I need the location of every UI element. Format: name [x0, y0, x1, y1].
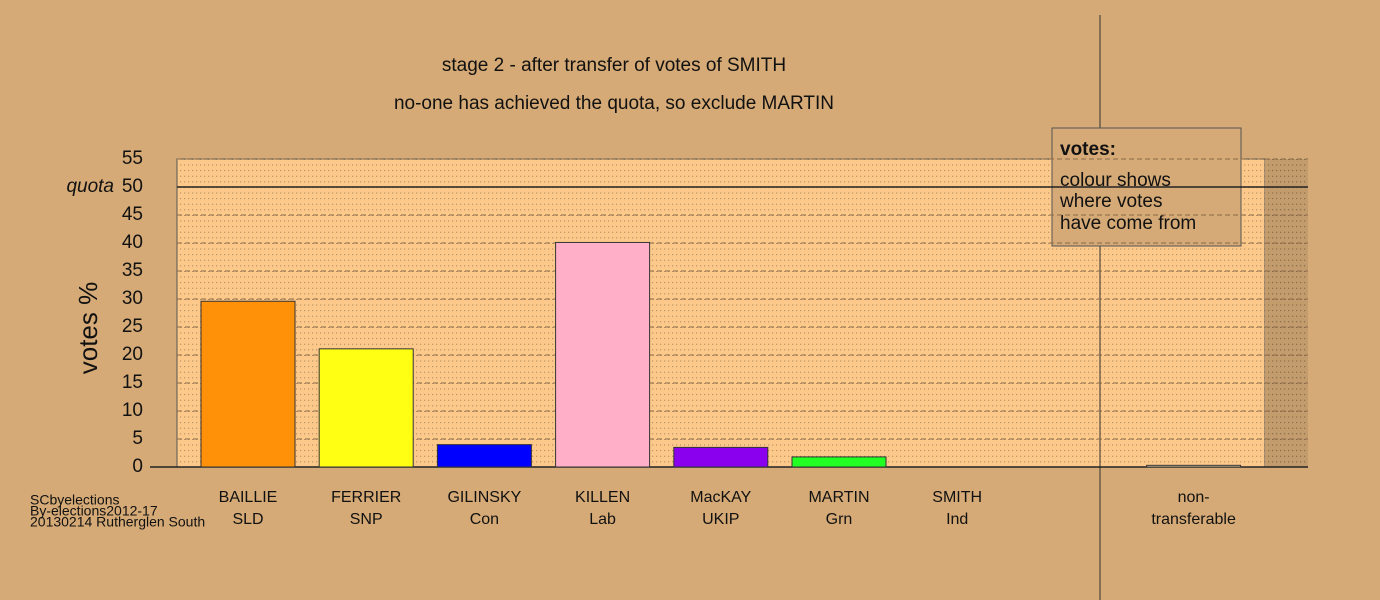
y-axis-label: votes % [73, 282, 103, 375]
y-tick-label: 5 [132, 428, 143, 449]
x-tick-label: SNP [350, 511, 383, 528]
bar [673, 446, 769, 468]
x-tick-label: non- [1178, 489, 1210, 506]
x-tick-label: Ind [946, 511, 968, 528]
chart-subtitle: no-one has achieved the quota, so exclud… [394, 93, 834, 114]
x-tick-label: UKIP [702, 511, 739, 528]
chart-title: stage 2 - after transfer of votes of SMI… [442, 55, 786, 76]
x-tick-label: Lab [589, 511, 616, 528]
x-tick-label: MARTIN [808, 489, 869, 506]
y-tick-label: 45 [122, 204, 143, 225]
x-tick-label: SMITH [932, 489, 982, 506]
legend-text: have come from [1060, 213, 1196, 234]
x-tick-label: MacKAY [690, 489, 751, 506]
x-tick-label: GILINSKY [447, 489, 521, 506]
legend: votes: colour shows where votes have com… [1051, 127, 1242, 247]
y-tick-label: 55 [122, 148, 143, 169]
y-tick-label: 30 [122, 288, 143, 309]
y-tick-label: 50 [122, 176, 143, 197]
footer: By-elections2012-17 [30, 503, 158, 519]
y-tick-label: 25 [122, 316, 143, 337]
footer: 20130214 Rutherglen South [30, 514, 205, 530]
bar [318, 348, 414, 468]
x-tick-label: transferable [1151, 511, 1236, 528]
bar [1146, 464, 1242, 468]
x-tick-label: BAILLIE [219, 489, 278, 506]
x-tick-label: Con [470, 511, 499, 528]
y-tick-label: 35 [122, 260, 143, 281]
bar [555, 241, 651, 468]
y-tick-label: 20 [122, 344, 143, 365]
x-tick-label: SLD [232, 511, 263, 528]
x-tick-label: KILLEN [575, 489, 630, 506]
y-tick-label: 15 [122, 372, 143, 393]
x-tick-label: FERRIER [331, 489, 401, 506]
y-tick-label: 40 [122, 232, 143, 253]
quota-label: quota [66, 176, 114, 197]
y-tick-label: 10 [122, 400, 143, 421]
legend-text: where votes [1059, 191, 1162, 212]
y-tick-label: 0 [132, 456, 143, 477]
legend-title: votes: [1060, 139, 1116, 160]
x-tick-label: Grn [826, 511, 853, 528]
bar [436, 444, 532, 468]
bar [200, 300, 296, 468]
footer: SCbyelections [30, 492, 120, 508]
legend-text: colour shows [1060, 170, 1171, 191]
plot-extension [1265, 159, 1308, 467]
bar [791, 456, 887, 468]
